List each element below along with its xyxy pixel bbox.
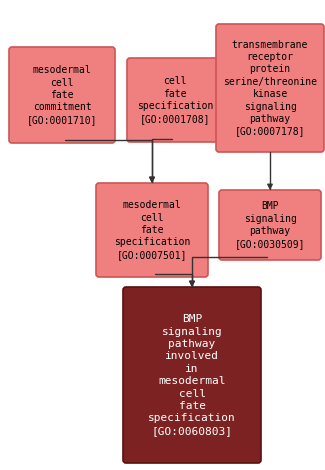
FancyBboxPatch shape	[216, 24, 324, 152]
Text: cell
fate
specification
[GO:0001708]: cell fate specification [GO:0001708]	[137, 77, 213, 124]
Text: BMP
signaling
pathway
involved
in
mesodermal
cell
fate
specification
[GO:0060803: BMP signaling pathway involved in mesode…	[148, 314, 236, 436]
Text: BMP
signaling
pathway
[GO:0030509]: BMP signaling pathway [GO:0030509]	[235, 202, 305, 249]
FancyBboxPatch shape	[219, 190, 321, 260]
FancyBboxPatch shape	[96, 183, 208, 277]
Text: mesodermal
cell
fate
commitment
[GO:0001710]: mesodermal cell fate commitment [GO:0001…	[27, 65, 97, 125]
FancyBboxPatch shape	[9, 47, 115, 143]
Text: mesodermal
cell
fate
specification
[GO:0007501]: mesodermal cell fate specification [GO:0…	[114, 200, 190, 260]
FancyBboxPatch shape	[127, 58, 223, 142]
Text: transmembrane
receptor
protein
serine/threonine
kinase
signaling
pathway
[GO:000: transmembrane receptor protein serine/th…	[223, 39, 317, 136]
FancyBboxPatch shape	[123, 287, 261, 463]
